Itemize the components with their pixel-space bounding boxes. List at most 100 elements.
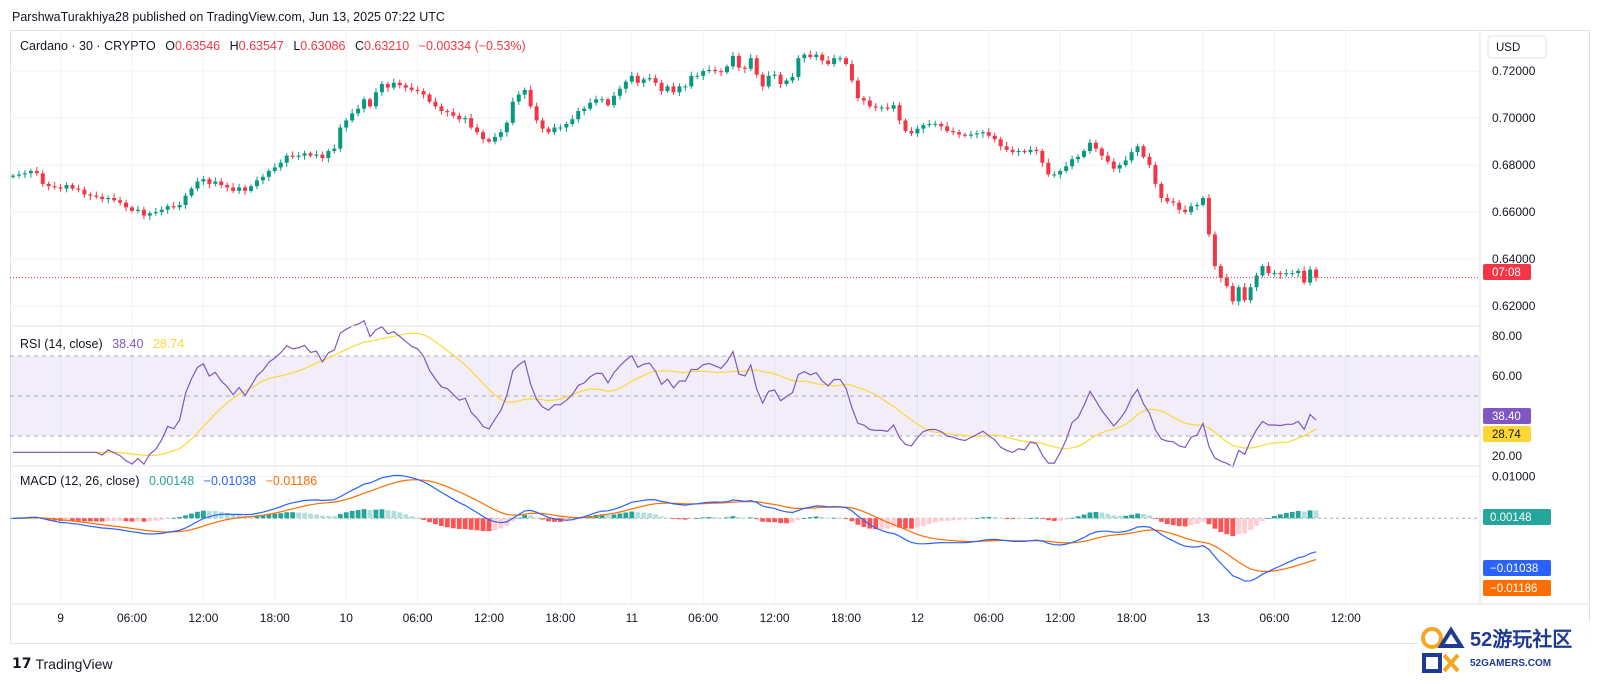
tradingview-brand[interactable]: 17 TradingView [12,656,113,672]
macd-histogram-bar [599,514,605,519]
macd-histogram-bar [801,518,807,519]
candle-body [820,54,825,61]
macd-histogram-bar [468,518,474,530]
macd-histogram-bar [1123,515,1129,519]
candle-body [1064,166,1069,171]
candle-body [719,71,724,73]
candle-body [808,54,813,58]
macd-histogram-bar [201,510,206,519]
macd-histogram-bar [611,514,617,519]
candle-body [641,79,646,83]
candle-body [730,55,735,67]
candle-body [1290,273,1295,275]
candle-body [1302,270,1307,283]
macd-histogram-bar [712,517,718,519]
macd-histogram-bar [510,518,516,522]
candle-body [891,105,896,109]
symbol-legend[interactable]: Cardano · 30 · CRYPTO O0.63546 H0.63547 … [20,39,526,53]
macd-histogram-bar [1099,512,1105,519]
macd-histogram-bar [135,518,141,522]
candle-body [1218,266,1223,278]
macd-histogram-bar [944,518,950,521]
macd-histogram-bar [748,517,754,519]
rsi-legend[interactable]: RSI (14, close) 38.40 28.74 [20,337,184,351]
time-axis[interactable]: 9 06:00 12:00 18:00 10 06:00 12:00 18:00 11 06:00… [57,611,1361,625]
candle-body [903,120,908,132]
candle-body [481,132,486,140]
candle-body [1040,150,1045,163]
macd-histogram-bar [474,518,480,531]
candle-body [498,132,503,137]
time-tick-label: 12:00 [1045,611,1075,625]
macd-histogram-bar [843,518,849,520]
macd-histogram-bar [361,509,367,519]
macd-histogram-bar [147,518,153,522]
candle-body [112,197,117,201]
candle-body [1016,150,1021,153]
macd-histogram-bar [278,513,284,519]
candle-body [986,132,991,136]
candle-body [647,78,652,80]
macd-histogram-bar [64,518,69,521]
candle-body [16,174,21,176]
candle-body [469,118,474,128]
currency-button[interactable]: USD [1487,35,1547,59]
candle-body [254,180,259,187]
macd-histogram-bar [1045,518,1051,521]
time-tick-label: 10 [340,611,354,625]
candle-body [373,92,378,107]
price-axis[interactable]: 0.72000 0.70000 0.68000 0.66000 0.64000 0.620… [1492,64,1536,483]
candle-body [909,131,914,134]
candle-body [1308,269,1313,283]
candle-body [1230,286,1235,302]
signal-legend-value: −0.01186 [266,474,318,488]
candle-body [457,115,462,120]
candle-body [76,188,81,190]
rsi-line [13,319,1317,468]
time-tick-label: 18:00 [545,611,575,625]
candle-body [1212,234,1217,267]
macd-histogram-bar [1051,518,1057,521]
candle-body [534,106,539,121]
macd-legend[interactable]: MACD (12, 26, close) 0.00148 −0.01038 −0… [20,474,317,488]
candle-body [504,122,509,133]
candle-body [82,189,87,195]
macd-histogram-bar [1028,518,1033,519]
candle-body [552,127,557,133]
candle-body [695,75,700,77]
macd-histogram-bar [1164,518,1170,525]
macd-histogram-bar [962,518,968,520]
macd-histogram-bar [1153,518,1158,520]
candle-body [427,94,432,102]
candle-body [939,123,944,127]
candle-body [1010,149,1015,153]
macd-histogram-bar [1212,518,1218,529]
macd-histogram-bar [1147,515,1152,519]
macd-histogram-bar [688,518,694,520]
candle-body [1070,159,1075,167]
macd-histogram-bar [891,518,896,528]
candle-body [463,118,468,120]
candle-body [784,80,789,85]
rsi-value-tag: 38.40 [1483,408,1531,424]
macd-histogram-bar [99,518,105,522]
rsi-lines [13,319,1317,468]
candle-body [1242,287,1247,301]
macd-histogram-bar [998,517,1004,519]
time-tick-label: 18:00 [1117,611,1147,625]
candle-body [94,195,99,197]
high-label: H [230,39,239,53]
candle-body [153,212,158,214]
candle-body [219,181,224,186]
candle-body [600,99,605,101]
watermark-url: 52GAMERS.COM [1470,658,1551,669]
candle-body [344,120,349,128]
candle-body [689,75,694,87]
candle-body [796,58,801,77]
candle-body [1248,287,1253,301]
candle-body [713,69,718,72]
candle-body [838,58,843,60]
time-tick-label: 06:00 [974,611,1004,625]
macd-histogram-bar [1039,518,1045,520]
